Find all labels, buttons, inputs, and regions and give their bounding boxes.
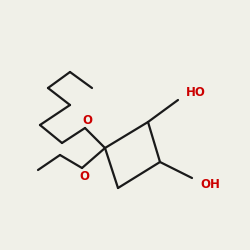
Text: O: O <box>82 114 92 128</box>
Text: O: O <box>79 170 89 182</box>
Text: OH: OH <box>200 178 220 190</box>
Text: HO: HO <box>186 86 206 98</box>
